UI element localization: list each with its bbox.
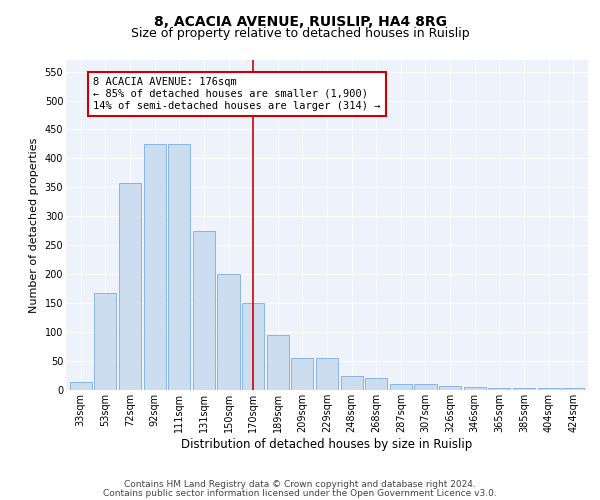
Bar (513, 388, 535, 390)
Text: 8, ACACIA AVENUE, RUISLIP, HA4 8RG: 8, ACACIA AVENUE, RUISLIP, HA4 8RG (154, 15, 446, 29)
Bar (143, 144, 166, 390)
Bar (562, 388, 584, 390)
Bar (94, 292, 116, 390)
Bar (70, 382, 92, 390)
Bar (341, 376, 363, 390)
Bar (242, 303, 264, 390)
Bar (488, 388, 511, 390)
Bar (119, 184, 141, 390)
Text: Contains HM Land Registry data © Crown copyright and database right 2024.: Contains HM Land Registry data © Crown c… (124, 480, 476, 489)
Bar (316, 358, 338, 390)
Bar (217, 274, 239, 390)
Bar (415, 384, 437, 390)
Bar (365, 378, 388, 390)
Y-axis label: Number of detached properties: Number of detached properties (29, 138, 39, 312)
Bar (193, 231, 215, 390)
Bar (390, 384, 412, 390)
Bar (168, 144, 190, 390)
X-axis label: Distribution of detached houses by size in Ruislip: Distribution of detached houses by size … (181, 438, 473, 450)
Text: Size of property relative to detached houses in Ruislip: Size of property relative to detached ho… (131, 28, 469, 40)
Text: 8 ACACIA AVENUE: 176sqm
← 85% of detached houses are smaller (1,900)
14% of semi: 8 ACACIA AVENUE: 176sqm ← 85% of detache… (93, 78, 380, 110)
Bar (538, 388, 560, 390)
Text: Contains public sector information licensed under the Open Government Licence v3: Contains public sector information licen… (103, 489, 497, 498)
Bar (439, 386, 461, 390)
Bar (291, 358, 313, 390)
Bar (464, 387, 486, 390)
Bar (266, 335, 289, 390)
